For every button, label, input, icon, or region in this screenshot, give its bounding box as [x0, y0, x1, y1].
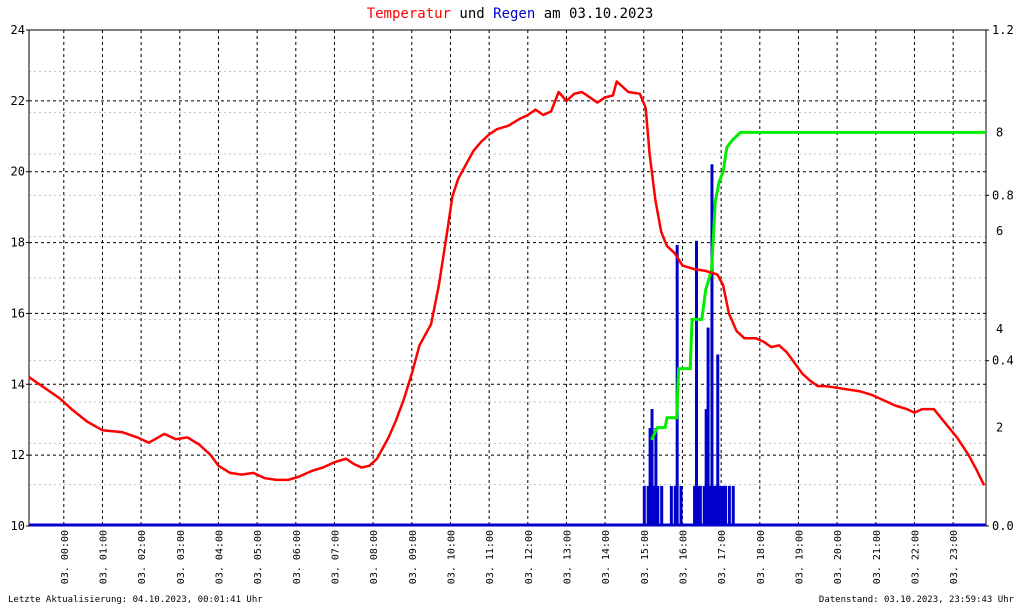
x-tick-label: 03. 04:00: [214, 530, 225, 584]
rain-bars: [29, 164, 986, 527]
title-temperature: Temperatur: [367, 6, 451, 22]
rain-bar: [693, 485, 697, 526]
y-left-tick-label: 24: [11, 23, 25, 37]
x-tick-label: 03. 03:00: [176, 530, 187, 584]
rain-bar: [642, 485, 646, 526]
y-right-tick-label: 0.0: [992, 519, 1014, 533]
y-right-total-tick-label: 8: [996, 125, 1003, 139]
grid: [29, 29, 986, 527]
x-tick-label: 03. 07:00: [330, 530, 341, 584]
y-left-tick-label: 16: [11, 306, 25, 320]
rain-bar: [716, 354, 720, 526]
plot-frame: [28, 29, 987, 527]
x-tick-label: 03. 02:00: [137, 530, 148, 584]
x-tick-label: 03. 16:00: [678, 530, 689, 584]
rain-bar: [695, 240, 698, 527]
y-left-tick-label: 20: [11, 165, 25, 179]
temperature-path: [28, 80, 986, 486]
rain-bar: [669, 485, 673, 526]
x-tick-label: 03. 10:00: [446, 530, 457, 584]
rain-bar: [696, 485, 700, 526]
rain-bar: [679, 485, 683, 526]
rain-bar: [656, 485, 660, 526]
rain-total-path: [650, 130, 986, 441]
x-tick-label: 03. 00:00: [60, 530, 71, 584]
x-tick-label: 03. 13:00: [562, 530, 573, 584]
rain-bar: [710, 164, 714, 527]
y-right-tick-label: 0.8: [992, 188, 1014, 202]
y-right-tick-label: 0.4: [992, 354, 1014, 368]
y-left-tick-label: 22: [11, 94, 25, 108]
rain-bar: [712, 485, 716, 526]
rain-bar: [654, 428, 658, 526]
x-tick-label: 03. 18:00: [756, 530, 767, 584]
x-tick-label: 03. 20:00: [833, 530, 844, 584]
x-tick-label: 03. 21:00: [872, 530, 883, 584]
rain-bar: [704, 409, 708, 526]
x-tick-label: 03. 22:00: [910, 530, 921, 584]
x-tick-label: 03. 06:00: [292, 530, 303, 584]
rain-bar: [646, 485, 650, 526]
x-tick-label: 03. 19:00: [794, 530, 805, 584]
rain-bar: [731, 485, 735, 526]
y-right-total-tick-label: 2: [996, 421, 1003, 435]
rain-bar: [722, 485, 726, 526]
y-right-tick-label: 1.2: [992, 23, 1014, 37]
chart-title: Temperatur und Regen am 03.10.2023: [367, 6, 654, 22]
rain-bar: [718, 485, 722, 526]
rain-bar: [648, 428, 652, 526]
x-tick-label: 03. 17:00: [717, 530, 728, 584]
title-date: am 03.10.2023: [535, 6, 653, 22]
x-tick-label: 03. 09:00: [408, 530, 419, 584]
x-tick-label: 03. 12:00: [524, 530, 535, 584]
x-tick-label: 03. 15:00: [640, 530, 651, 584]
y-left-tick-label: 14: [11, 377, 25, 391]
x-tick-label: 03. 14:00: [601, 530, 612, 584]
rain-bar: [706, 327, 710, 526]
rain-total-line: [650, 130, 986, 441]
rain-bar: [698, 485, 702, 526]
x-tick-label: 03. 23:00: [949, 530, 960, 584]
rain-bar: [702, 485, 706, 526]
rain-bar: [660, 485, 664, 526]
rain-bar: [650, 409, 654, 526]
y-right-total-tick-label: 6: [996, 224, 1003, 238]
y-left-tick-label: 18: [11, 236, 25, 250]
x-tick-label: 03. 11:00: [485, 530, 496, 584]
footer-data-status: Datenstand: 03.10.2023, 23:59:43 Uhr: [819, 595, 1015, 605]
rain-bar: [720, 485, 724, 526]
rain-bar: [708, 485, 712, 526]
footer-last-update: Letzte Aktualisierung: 04.10.2023, 00:01…: [8, 595, 263, 605]
title-and: und: [451, 6, 493, 22]
x-tick-label: 03. 01:00: [98, 530, 109, 584]
temperature-line: [28, 80, 986, 486]
y-left-tick-label: 12: [11, 448, 25, 462]
y-right-total-tick-label: 4: [996, 322, 1003, 336]
rain-bar: [724, 485, 727, 526]
y-left-tick-label: 10: [11, 519, 25, 533]
title-rain: Regen: [493, 6, 535, 22]
x-tick-label: 03. 08:00: [369, 530, 380, 584]
x-tick-label: 03. 05:00: [253, 530, 264, 584]
rain-bar: [673, 485, 677, 526]
rain-bar: [652, 485, 656, 526]
rain-bar: [727, 485, 731, 526]
rain-bar: [714, 485, 718, 526]
